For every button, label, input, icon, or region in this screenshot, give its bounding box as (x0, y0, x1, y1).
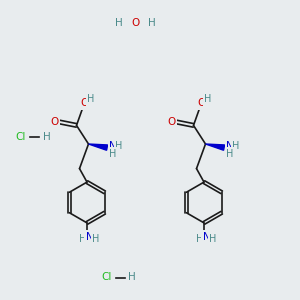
Text: H: H (204, 94, 211, 104)
Text: N: N (226, 141, 234, 152)
Text: Cl: Cl (16, 131, 26, 142)
Text: H: H (209, 233, 217, 244)
Text: Cl: Cl (101, 272, 112, 283)
Text: O: O (81, 98, 89, 108)
Text: H: H (92, 233, 100, 244)
Text: H: H (226, 148, 234, 159)
Text: H: H (80, 233, 87, 244)
Polygon shape (206, 144, 225, 150)
Text: O: O (131, 17, 139, 28)
Text: N: N (109, 141, 117, 152)
Text: O: O (167, 117, 176, 127)
Text: H: H (148, 17, 155, 28)
Text: N: N (202, 232, 210, 242)
Text: H: H (43, 131, 50, 142)
Text: O: O (198, 98, 206, 108)
Text: H: H (87, 94, 94, 104)
Polygon shape (88, 144, 108, 150)
Text: H: H (115, 141, 122, 152)
Text: H: H (128, 272, 136, 283)
Text: H: H (232, 141, 239, 152)
Text: H: H (115, 17, 122, 28)
Text: O: O (50, 117, 59, 127)
Text: N: N (85, 232, 93, 242)
Text: H: H (110, 148, 117, 159)
Text: H: H (196, 233, 204, 244)
